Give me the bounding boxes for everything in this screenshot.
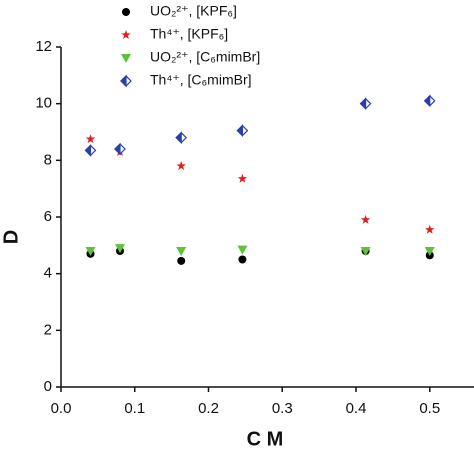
point-part	[236, 124, 244, 138]
point-part	[114, 142, 121, 156]
y-tick-label: 10	[35, 95, 52, 112]
x-tick-label: 0.2	[198, 400, 219, 417]
x-tick-label: 0.1	[124, 400, 145, 417]
point	[176, 161, 186, 171]
point-part	[175, 131, 182, 145]
point	[115, 244, 125, 254]
point	[85, 134, 96, 144]
point	[424, 224, 435, 234]
x-axis-title: C M	[247, 428, 284, 450]
legend-text: Th⁴⁺, [KPF₆]	[150, 26, 228, 42]
point	[176, 247, 187, 256]
x-tick-label: 0.5	[419, 400, 440, 417]
point	[238, 255, 247, 264]
point	[175, 131, 188, 145]
point	[360, 214, 371, 224]
point	[84, 143, 97, 157]
point	[423, 94, 436, 108]
x-tick-label: 0.0	[51, 400, 72, 417]
legend-text: UO₂²⁺, [C₆mimBr]	[150, 49, 260, 65]
point-part	[120, 74, 127, 88]
point	[236, 124, 249, 138]
legend-text: UO₂²⁺, [KPF₆]	[150, 3, 237, 19]
x-tick-label: 0.4	[346, 400, 367, 417]
y-tick-label: 6	[44, 208, 52, 225]
point	[121, 30, 131, 40]
point	[121, 54, 131, 63]
point	[237, 173, 248, 183]
point	[122, 8, 130, 16]
y-tick-label: 2	[44, 321, 52, 338]
y-tick-label: 8	[44, 151, 52, 168]
legend-text: Th⁴⁺, [C₆mimBr]	[150, 72, 252, 88]
point	[177, 256, 186, 265]
point	[359, 97, 372, 111]
y-axis-title: D	[0, 230, 22, 244]
y-tick-label: 12	[35, 38, 52, 55]
point	[237, 245, 248, 255]
point-part	[423, 94, 431, 108]
point-part	[359, 97, 367, 111]
point	[114, 142, 126, 156]
x-tick-label: 0.3	[272, 400, 293, 417]
y-tick-label: 0	[44, 378, 52, 395]
point	[120, 74, 132, 88]
point-part	[84, 143, 92, 157]
y-tick-label: 4	[44, 265, 52, 282]
point	[424, 247, 435, 256]
point	[360, 247, 371, 256]
point	[85, 247, 96, 256]
